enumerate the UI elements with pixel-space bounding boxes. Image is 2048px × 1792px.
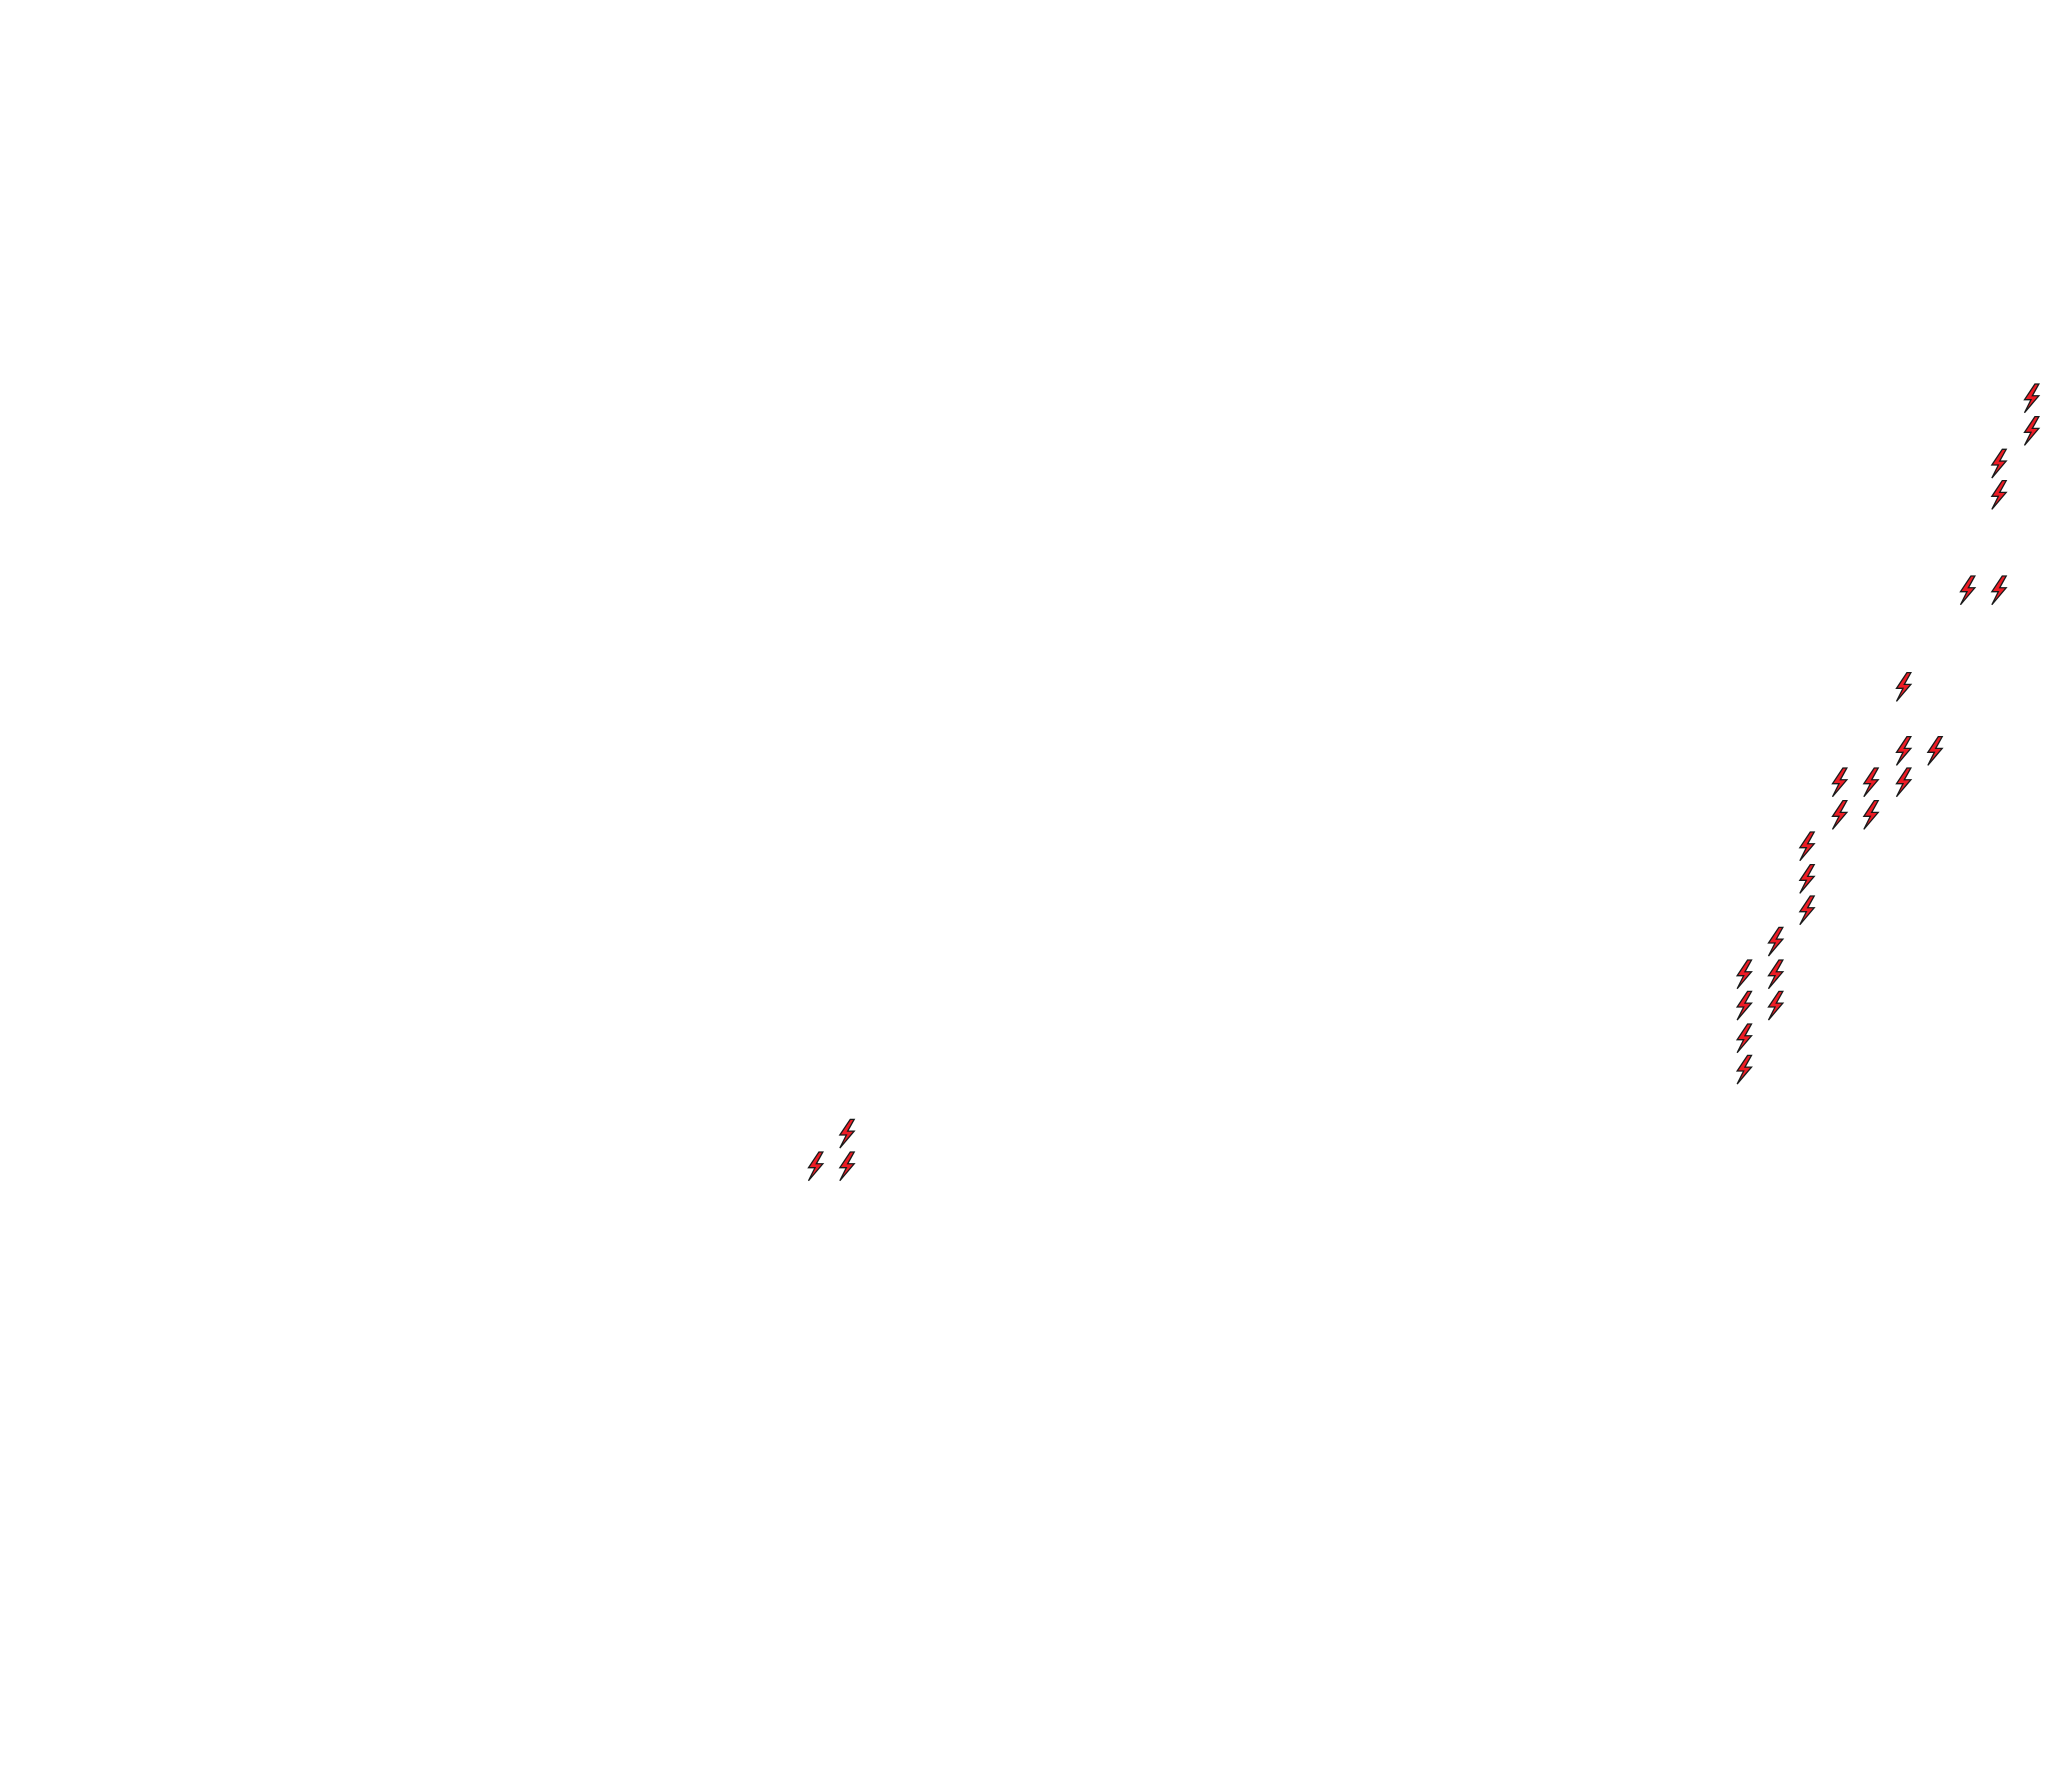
lightning-icon: [807, 1151, 824, 1182]
lightning-icon: [1863, 767, 1879, 798]
lightning-icon: [1991, 480, 2007, 511]
lightning-icon: [1767, 990, 1784, 1021]
lightning-icon: [1991, 448, 2007, 479]
lightning-icon: [1927, 736, 1943, 767]
lightning-icon: [1895, 672, 1912, 703]
lightning-icon: [1767, 926, 1784, 957]
lightning-icon: [1991, 575, 2007, 606]
lightning-icon: [1799, 895, 1815, 926]
lightning-icon: [1767, 959, 1784, 990]
lightning-icon: [1831, 767, 1848, 798]
lightning-icon: [1863, 800, 1879, 831]
lightning-icon: [1736, 959, 1753, 990]
lightning-icon: [2023, 416, 2040, 447]
lightning-icon: [1736, 1054, 1753, 1085]
lightning-icons: [807, 383, 2040, 1182]
lightning-icon: [1895, 767, 1912, 798]
lightning-icon: [1959, 575, 1976, 606]
lightning-icon: [1799, 864, 1815, 895]
lightning-icon: [839, 1118, 855, 1149]
lightning-icon: [1736, 1023, 1753, 1054]
lightning-icon: [2023, 383, 2040, 414]
lightning-icon: [1736, 990, 1753, 1021]
lightning-icon: [1799, 831, 1815, 862]
lightning-icon: [839, 1151, 855, 1182]
lightning-icon: [1895, 736, 1912, 767]
lightning-icon: [1831, 800, 1848, 831]
